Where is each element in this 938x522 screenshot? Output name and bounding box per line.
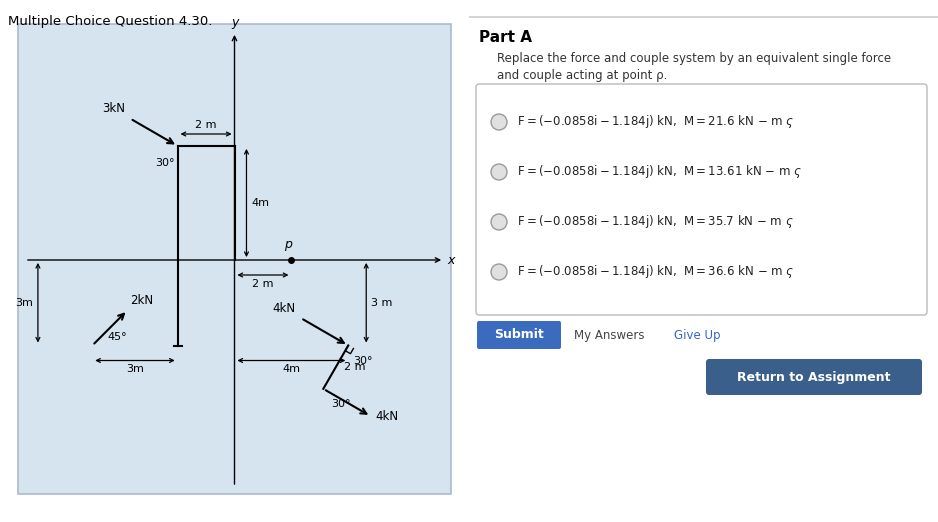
- Text: Multiple Choice Question 4.30.: Multiple Choice Question 4.30.: [8, 15, 212, 28]
- Text: y: y: [231, 16, 238, 29]
- Text: My Answers: My Answers: [574, 328, 644, 341]
- Text: 4kN: 4kN: [376, 410, 399, 423]
- Circle shape: [491, 164, 507, 180]
- Text: $\mathrm{F} = (-0.0858\mathrm{i} - 1.184\mathrm{j})$ kN,  $\mathrm{M} = 13.61$ k: $\mathrm{F} = (-0.0858\mathrm{i} - 1.184…: [517, 163, 802, 181]
- Text: 2 m: 2 m: [343, 362, 365, 372]
- FancyBboxPatch shape: [476, 84, 927, 315]
- Text: 4m: 4m: [282, 364, 300, 374]
- Text: 2 m: 2 m: [195, 120, 217, 130]
- Circle shape: [491, 114, 507, 130]
- Text: Return to Assignment: Return to Assignment: [737, 371, 891, 384]
- Text: 30°: 30°: [354, 355, 372, 365]
- Text: 3kN: 3kN: [102, 102, 125, 115]
- Text: Give Up: Give Up: [674, 328, 720, 341]
- Text: $\mathrm{F} = (-0.0858\mathrm{i} - 1.184\mathrm{j})$ kN,  $\mathrm{M} = 35.7$ kN: $\mathrm{F} = (-0.0858\mathrm{i} - 1.184…: [517, 213, 794, 231]
- Text: 30°: 30°: [331, 399, 351, 409]
- FancyBboxPatch shape: [477, 321, 561, 349]
- Text: Submit: Submit: [494, 328, 544, 341]
- Text: Replace the force and couple system by an equivalent single force: Replace the force and couple system by a…: [497, 52, 891, 65]
- Text: and couple acting at point ρ.: and couple acting at point ρ.: [497, 69, 667, 82]
- Text: 4kN: 4kN: [273, 302, 295, 315]
- FancyBboxPatch shape: [706, 359, 922, 395]
- Text: 30°: 30°: [156, 158, 175, 168]
- Text: 45°: 45°: [107, 333, 127, 342]
- Text: $\mathrm{F} = (-0.0858\mathrm{i} - 1.184\mathrm{j})$ kN,  $\mathrm{M} = 36.6$ kN: $\mathrm{F} = (-0.0858\mathrm{i} - 1.184…: [517, 264, 794, 280]
- Text: 3 m: 3 m: [371, 298, 393, 308]
- Text: 4m: 4m: [251, 198, 269, 208]
- Circle shape: [491, 264, 507, 280]
- Circle shape: [491, 214, 507, 230]
- Text: 3m: 3m: [126, 364, 144, 374]
- Text: 2 m: 2 m: [252, 279, 274, 289]
- Text: Part A: Part A: [479, 30, 532, 45]
- Text: p: p: [284, 238, 293, 251]
- Text: 3m: 3m: [15, 298, 33, 308]
- Text: x: x: [447, 254, 454, 267]
- Text: $\mathrm{F} = (-0.0858\mathrm{i} - 1.184\mathrm{j})$ kN,  $\mathrm{M} = 21.6$ kN: $\mathrm{F} = (-0.0858\mathrm{i} - 1.184…: [517, 113, 794, 130]
- FancyBboxPatch shape: [18, 24, 451, 494]
- Text: 2kN: 2kN: [130, 294, 154, 307]
